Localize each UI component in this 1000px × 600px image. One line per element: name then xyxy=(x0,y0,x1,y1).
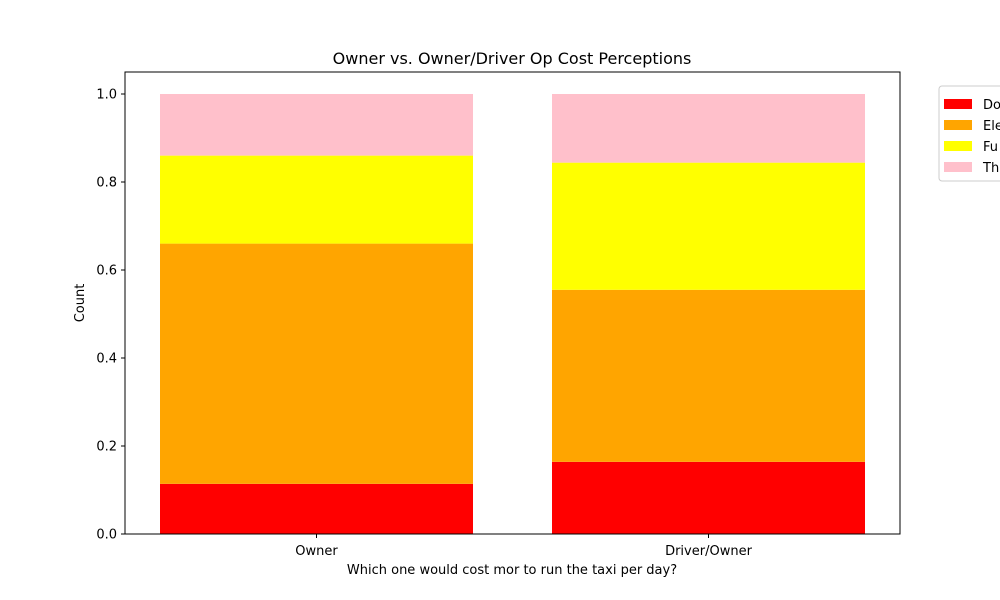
legend-swatch-ele xyxy=(944,120,972,130)
y-axis-label: Count xyxy=(73,284,88,323)
y-tick-label: 0.8 xyxy=(96,176,117,191)
y-axis: 0.0 0.2 0.4 0.6 0.8 1.0 xyxy=(96,88,125,543)
bars-group xyxy=(160,94,865,534)
y-tick-label: 0.2 xyxy=(96,440,117,455)
y-tick-label: 1.0 xyxy=(96,88,117,103)
bar-segment-owner-ele xyxy=(160,243,473,484)
bar-segment-driver-owner-th xyxy=(552,94,865,163)
y-tick-label: 0.0 xyxy=(96,528,117,543)
bar-segment-owner-th xyxy=(160,94,473,156)
legend-swatch-do xyxy=(944,99,972,109)
legend-swatch-th xyxy=(944,162,972,172)
plot-frame xyxy=(124,71,901,535)
x-tick-label: Owner xyxy=(295,544,338,559)
x-tick-label: Driver/Owner xyxy=(665,544,752,559)
legend-label-ele: Ele xyxy=(983,119,1000,134)
legend-swatch-fu xyxy=(944,141,972,151)
x-axis: Owner Driver/Owner xyxy=(295,534,753,559)
bar-segment-driver-owner-do xyxy=(552,461,865,534)
x-axis-label: Which one would cost mor to run the taxi… xyxy=(347,563,677,578)
legend-label-fu: Fu xyxy=(983,140,998,155)
chart-title: Owner vs. Owner/Driver Op Cost Perceptio… xyxy=(333,49,692,68)
bar-segment-owner-do xyxy=(160,483,473,534)
bar-segment-owner-fu xyxy=(160,155,473,244)
legend: Do Ele Fu Th xyxy=(938,85,1000,182)
bar-segment-driver-owner-ele xyxy=(552,289,865,462)
legend-label-th: Th xyxy=(982,161,999,176)
y-tick-label: 0.6 xyxy=(96,264,117,279)
legend-label-do: Do xyxy=(983,98,1000,113)
y-tick-label: 0.4 xyxy=(96,352,117,367)
bar-segment-driver-owner-fu xyxy=(552,162,865,290)
legend-frame xyxy=(938,85,1000,182)
